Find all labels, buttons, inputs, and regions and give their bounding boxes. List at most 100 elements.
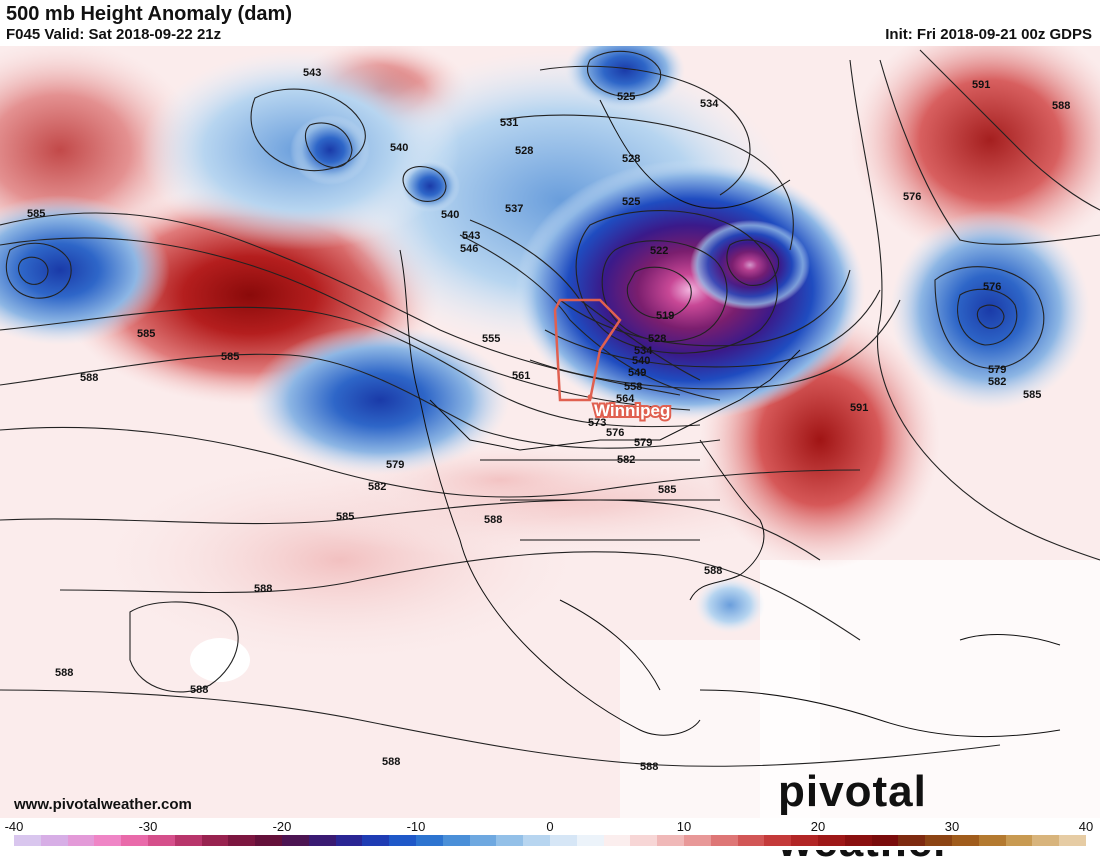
- colorbar-segment: [925, 835, 953, 846]
- low-hudson-bay: [515, 160, 865, 420]
- contour-label: 585: [221, 351, 239, 363]
- colorbar-segment: [576, 835, 605, 846]
- coastlines: [399, 99, 1061, 738]
- colorbar-tick-label: 40: [1078, 819, 1094, 834]
- contour-label: 534: [700, 98, 719, 110]
- contour-label: 579: [634, 437, 652, 449]
- colorbar-segment: [67, 835, 95, 846]
- city-marker: [587, 394, 593, 400]
- contour-label: 582: [368, 481, 386, 493]
- colorbar-segment: [1059, 835, 1087, 846]
- contour-labels: 543 540 531 528 525 534 528 525 522 519 …: [27, 67, 1070, 773]
- contour-label: 588: [484, 514, 502, 526]
- contour-label: 540: [441, 209, 459, 221]
- contour-label: 588: [1052, 100, 1070, 112]
- contour-label: 585: [658, 484, 676, 496]
- colorbar-tick-label: 10: [676, 819, 692, 834]
- colorbar-segment: [818, 835, 846, 846]
- chart-title: 500 mb Height Anomaly (dam): [6, 3, 292, 25]
- contour-label: 585: [137, 328, 155, 340]
- colorbar-tick-label: 20: [810, 819, 826, 834]
- colorbar-segment: [201, 835, 229, 846]
- contour-label: 591: [972, 79, 990, 91]
- colorbar-segment: [871, 835, 899, 846]
- colorbar-tick-label: -20: [272, 819, 292, 834]
- colorbar-segment: [898, 835, 926, 846]
- contour-label: 588: [190, 684, 208, 696]
- colorbar-segment: [308, 835, 337, 846]
- colorbar-segment: [978, 835, 1007, 846]
- contour-label: 588: [640, 761, 658, 773]
- colorbar-segment: [255, 835, 283, 846]
- low-west-pacific: [0, 195, 170, 345]
- contour-label: 540: [390, 142, 408, 154]
- contour-label: 576: [606, 427, 624, 439]
- colorbar-segment: [844, 835, 873, 846]
- brand-logo: pivotal weather: [778, 767, 950, 866]
- colorbar-segment: [710, 835, 739, 846]
- colorbar-segment: [174, 835, 203, 846]
- colorbar-segment: [335, 835, 363, 846]
- contour-label: 588: [80, 372, 98, 384]
- contour-label: 573: [588, 417, 606, 429]
- init-time: Init: Fri 2018-09-21 00z GDPS: [885, 26, 1092, 43]
- colorbar-segment: [14, 835, 42, 846]
- colorbar-segment: [442, 835, 471, 846]
- colorbar-tick-label: -30: [138, 819, 158, 834]
- contour-label: 546: [460, 243, 478, 255]
- contour-label: 543: [303, 67, 321, 79]
- colorbar-segment: [952, 835, 980, 846]
- contour-label: 585: [27, 208, 45, 220]
- colorbar-segment: [228, 835, 256, 846]
- colorbar-segment: [40, 835, 69, 846]
- colorbar-segment: [684, 835, 712, 846]
- trough-pacific-nw: [250, 325, 510, 475]
- contour-label: 576: [903, 191, 921, 203]
- contour-label: 588: [382, 756, 400, 768]
- contour-label: 540: [632, 355, 650, 367]
- colorbar-segment: [416, 835, 444, 846]
- colorbar-segment: [1032, 835, 1060, 846]
- contour-label: 588: [704, 565, 722, 577]
- colorbar-segment: [362, 835, 390, 846]
- contour-label: 576: [983, 281, 1001, 293]
- contour-label: 525: [622, 196, 640, 208]
- colorbar-segment: [282, 835, 310, 846]
- contour-label: 588: [254, 583, 272, 595]
- contour-label: 558: [624, 381, 642, 393]
- contour-label: 564: [616, 393, 635, 405]
- contour-label: 531: [500, 117, 518, 129]
- contour-label: 519: [656, 310, 674, 322]
- map-canvas: 543 540 531 528 525 534 528 525 522 519 …: [0, 46, 1100, 820]
- contour-label: 582: [617, 454, 635, 466]
- contour-label: 591: [850, 402, 868, 414]
- valid-time: F045 Valid: Sat 2018-09-22 21z: [6, 26, 222, 43]
- contour-label: 582: [988, 376, 1006, 388]
- contour-label: 579: [988, 364, 1006, 376]
- contour-label: 522: [650, 245, 668, 257]
- colorbar-segment: [791, 835, 819, 846]
- colorbar-segment: [737, 835, 765, 846]
- colorbar-tick-label: -10: [406, 819, 426, 834]
- contour-label: 537: [505, 203, 523, 215]
- colorbar-segment: [657, 835, 685, 846]
- contour-label: 549: [628, 367, 646, 379]
- colorbar-segment: [148, 835, 176, 846]
- anomaly-map: 543 540 531 528 525 534 528 525 522 519 …: [0, 46, 1100, 820]
- contour-label: 555: [482, 333, 500, 345]
- colorbar-segment: [1005, 835, 1033, 846]
- contour-label: 561: [512, 370, 530, 382]
- colorbar-segment: [469, 835, 497, 846]
- colorbar-tick-label: -40: [4, 819, 24, 834]
- low-atlantic: [890, 210, 1090, 410]
- contour-label: 528: [622, 153, 640, 165]
- contour-label: 534: [634, 345, 653, 357]
- contour-label: 579: [386, 459, 404, 471]
- colorbar-segment: [603, 835, 631, 846]
- colorbar-segment: [550, 835, 578, 846]
- colorbar-tick-label: 0: [546, 819, 554, 834]
- height-contours: [0, 49, 1100, 767]
- colorbar-tick-label: 30: [944, 819, 960, 834]
- colorbar-segment: [121, 835, 149, 846]
- contour-label: 588: [55, 667, 73, 679]
